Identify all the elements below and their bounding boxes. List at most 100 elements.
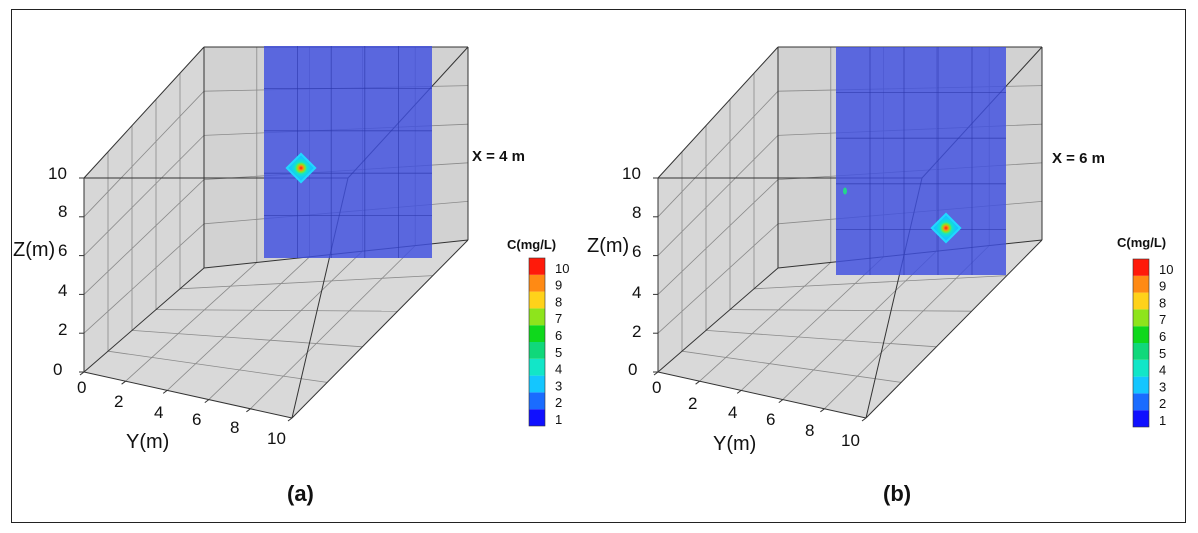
box-edge (291, 239, 469, 419)
tick-mark (287, 417, 293, 422)
plume-marker-a (285, 152, 317, 184)
gridline (782, 250, 937, 400)
box-edge (657, 46, 779, 179)
plume-a (285, 152, 317, 184)
colorbar-label: 9 (1159, 279, 1166, 294)
box-edge (657, 371, 867, 419)
colorbar-label: 2 (555, 395, 562, 410)
z-tick-label: 0 (53, 360, 62, 379)
colorbar-swatch (1133, 359, 1149, 377)
tick-mark (695, 380, 700, 385)
floor (658, 240, 1042, 418)
y-tick-label: 0 (77, 378, 86, 397)
tick-mark (820, 408, 825, 413)
gridline (705, 330, 937, 348)
colorbar-title-a: C(mg/L) (507, 237, 556, 252)
y-tick-label: 4 (154, 403, 163, 422)
colorbar-border (1132, 258, 1150, 428)
colorbar-swatch (1133, 292, 1149, 310)
tick-mark (778, 399, 784, 404)
colorbar-swatch (529, 274, 545, 292)
colorbar-swatch (1133, 376, 1149, 394)
y-tick-label: 0 (652, 378, 661, 397)
slice-annotation-b: X = 6 m (1052, 150, 1105, 167)
colorbar-swatch (1133, 343, 1149, 360)
gridline (83, 179, 205, 295)
z-ticks-b: 0 2 4 6 8 10 (622, 164, 641, 379)
y-tick-label: 6 (192, 410, 201, 429)
colorbar-label: 6 (1159, 329, 1166, 344)
gridline (83, 90, 205, 218)
gridline (699, 262, 832, 382)
colorbar-label: 8 (555, 294, 562, 309)
colorbar-label: 1 (555, 412, 562, 427)
plume-marker-b (930, 212, 962, 244)
y-tick-label: 10 (841, 431, 860, 450)
colorbar-swatch (1133, 259, 1149, 276)
colorbar-label: 6 (555, 328, 562, 343)
plume-b (843, 187, 962, 244)
z-axis-label-a: Z(m) (13, 239, 55, 261)
box-edge (83, 267, 205, 373)
gridline (250, 245, 416, 410)
panel-label-b: (b) (883, 481, 911, 506)
tick-mark (736, 389, 742, 394)
z-tick-label: 4 (632, 283, 641, 302)
side-wall (84, 47, 204, 372)
colorbar-label: 5 (1159, 346, 1166, 361)
y-ticks-a: 0 2 4 6 8 10 (77, 378, 286, 448)
colorbar-label: 3 (1159, 379, 1166, 394)
gridline (753, 275, 1007, 290)
box-edge (83, 371, 293, 419)
colorbar-swatch (529, 358, 545, 376)
tick-mark (121, 380, 126, 385)
colorbar-label: 10 (555, 261, 569, 276)
colorbar-swatch (529, 375, 545, 393)
colorbar-swatch (529, 325, 545, 342)
colorbar-swatch (529, 291, 545, 309)
colorbar-label: 10 (1159, 262, 1173, 277)
colorbar-label: 7 (555, 311, 562, 326)
tick-mark (204, 399, 210, 404)
y-axis-label-b: Y(m) (713, 433, 756, 455)
colorbar-swatch (1133, 393, 1149, 411)
colorbar-b: 1 2 34 5 6 7 89 10 (1132, 258, 1173, 428)
gridline (208, 250, 363, 400)
gridline (166, 256, 310, 391)
slice-annotation-a: X = 4 m (472, 148, 525, 165)
colorbar-swatch (529, 409, 545, 426)
gridline (657, 135, 779, 256)
y-tick-label: 2 (688, 394, 697, 413)
gridline (681, 350, 902, 383)
gridline (83, 223, 205, 334)
z-tick-label: 6 (632, 242, 641, 261)
y-tick-label: 8 (805, 421, 814, 440)
gridline (740, 256, 884, 391)
colorbar-swatch (1133, 309, 1149, 327)
colorbar-label: 3 (555, 378, 562, 393)
tick-mark (79, 371, 85, 376)
gridline (729, 309, 972, 312)
gridline (657, 223, 779, 334)
y-tick-label: 4 (728, 403, 737, 422)
z-axis-label-b: Z(m) (587, 235, 629, 257)
concentration-slice-b (836, 47, 1006, 275)
slice-grid-a (264, 46, 432, 258)
z-tick-label: 10 (622, 164, 641, 183)
colorbar-a: 1 2 34 5 6 7 89 10 (528, 257, 569, 427)
z-tick-label: 4 (58, 281, 67, 300)
gridline (131, 330, 363, 348)
colorbar-swatch (529, 308, 545, 326)
colorbar-swatch (529, 342, 545, 359)
panel-b: 0 2 4 6 8 10 Z(m) 0 2 4 6 8 10 Y(m) X = … (587, 46, 1173, 506)
colorbar-label: 4 (1159, 363, 1166, 378)
concentration-slice-a (264, 46, 432, 258)
z-tick-label: 0 (628, 360, 637, 379)
z-tick-label: 8 (58, 202, 67, 221)
z-tick-label: 2 (632, 322, 641, 341)
colorbar-swatch (529, 392, 545, 410)
colorbar-border (528, 257, 546, 427)
colorbar-swatch (1133, 410, 1149, 427)
colorbar-swatch (529, 258, 545, 275)
